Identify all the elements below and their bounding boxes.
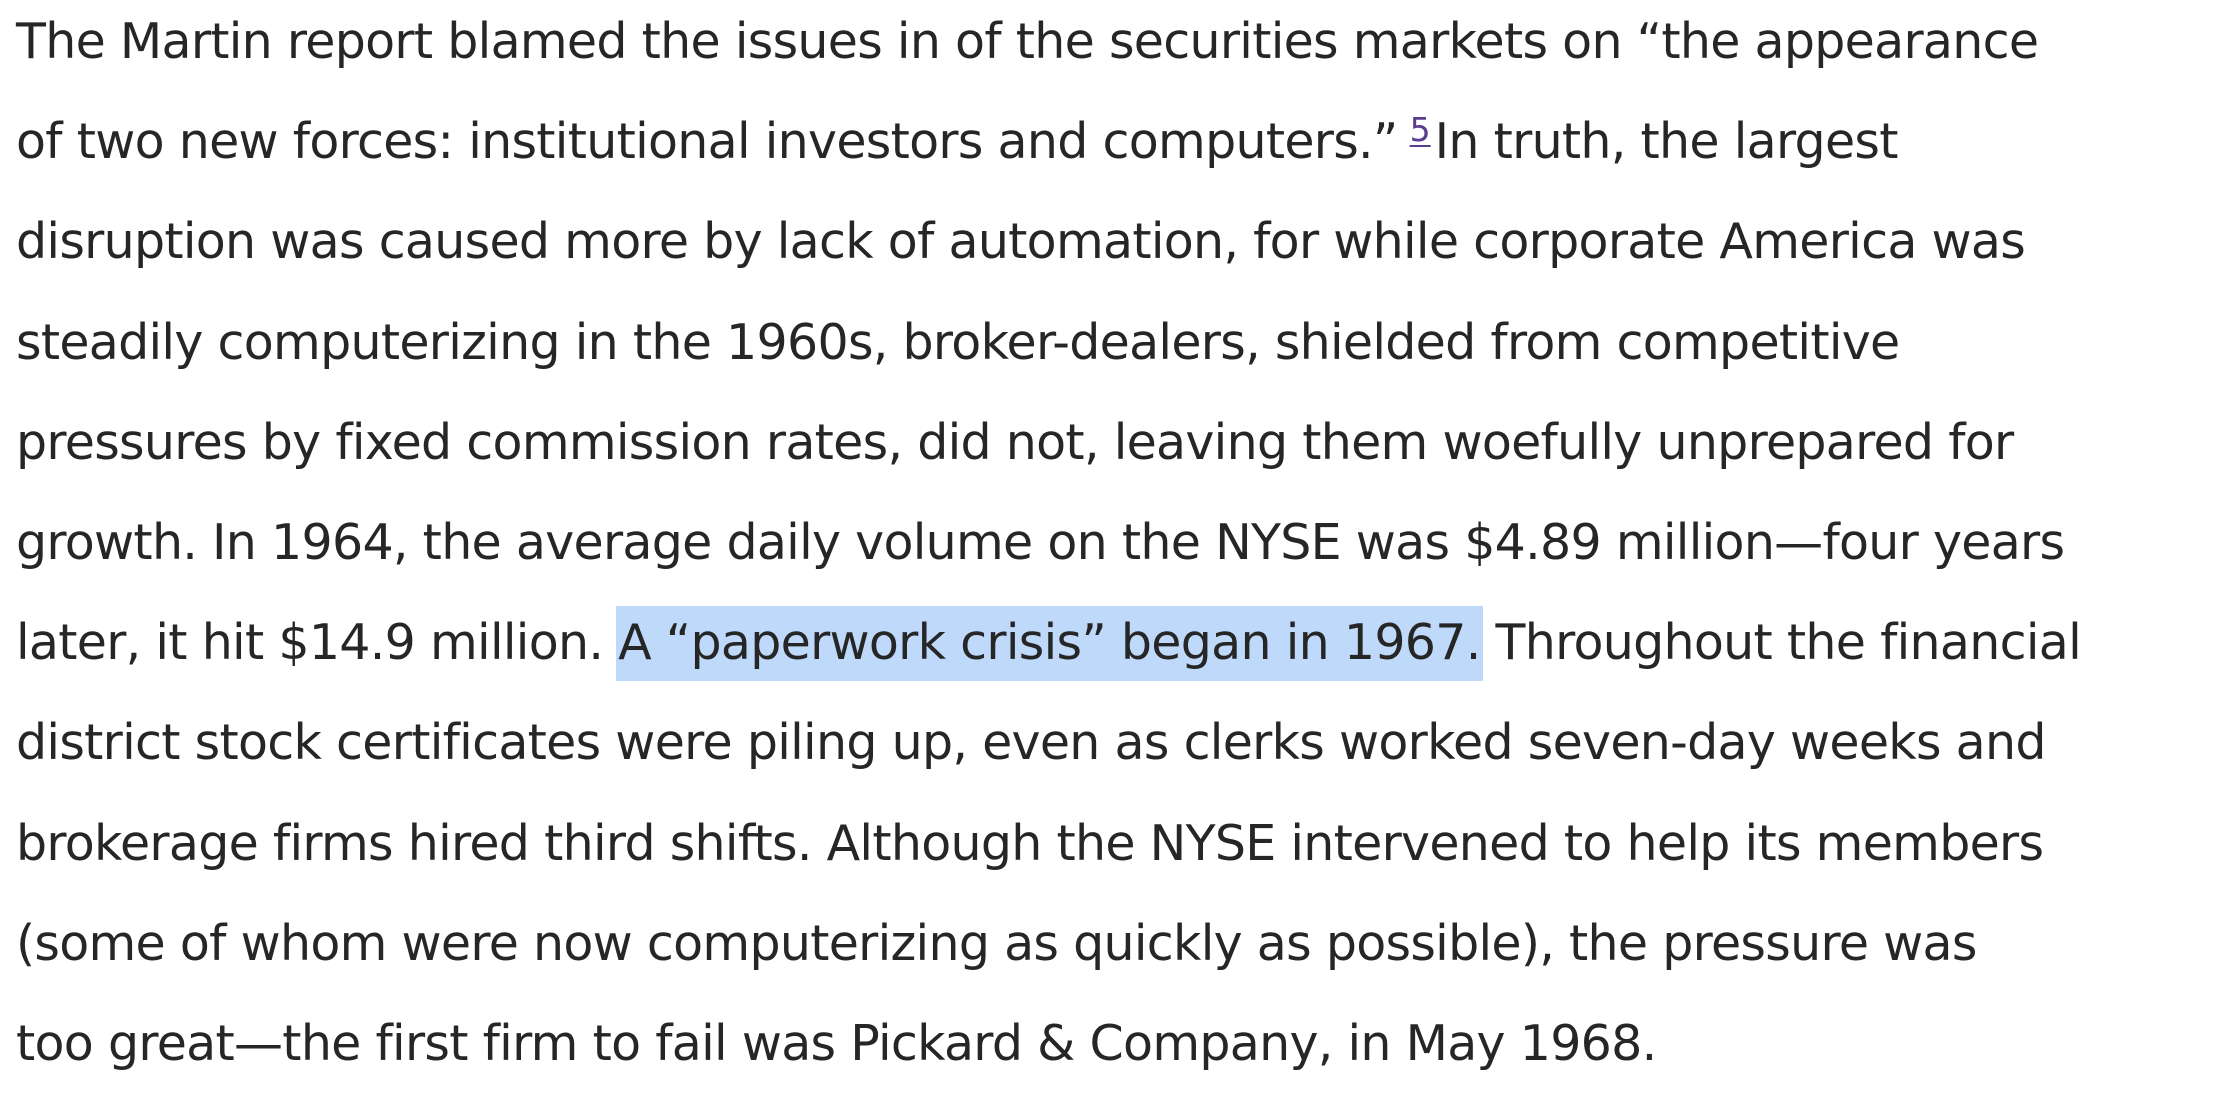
text-line-2-end: In truth, the largest — [1434, 113, 1899, 171]
text-line-7: later, it hit $14.9 million. A “paperwor… — [16, 593, 2222, 693]
text-line-6: growth. In 1964, the average daily volum… — [16, 513, 2065, 571]
text-line-7-start: later, it hit $14.9 million. — [16, 614, 604, 672]
text-line-4: steadily computerizing in the 1960s, bro… — [16, 313, 1900, 371]
text-line-10: (some of whom were now computerizing as … — [16, 914, 1977, 972]
text-line-5: pressures by fixed commission rates, did… — [16, 413, 2014, 471]
footnote-link[interactable]: 5 — [1409, 110, 1431, 150]
text-line-9: brokerage firms hired third shifts. Alth… — [16, 814, 2044, 872]
text-line-3: disruption was caused more by lack of au… — [16, 213, 2026, 271]
selected-text-highlight[interactable]: A “paperwork crisis” began in 1967. — [616, 606, 1483, 682]
text-line-2: of two new forces: institutional investo… — [16, 92, 2222, 192]
text-line-11: too great—the first firm to fail was Pic… — [16, 1014, 1657, 1072]
text-line-1: The Martin report blamed the issues in o… — [16, 13, 2039, 70]
body-paragraph: The Martin report blamed the issues in o… — [16, 0, 2222, 1094]
text-line-8: district stock certificates were piling … — [16, 714, 2046, 772]
text-line-7-end: Throughout the financial — [1495, 614, 2082, 672]
text-line-2-start: of two new forces: institutional investo… — [16, 113, 1398, 171]
